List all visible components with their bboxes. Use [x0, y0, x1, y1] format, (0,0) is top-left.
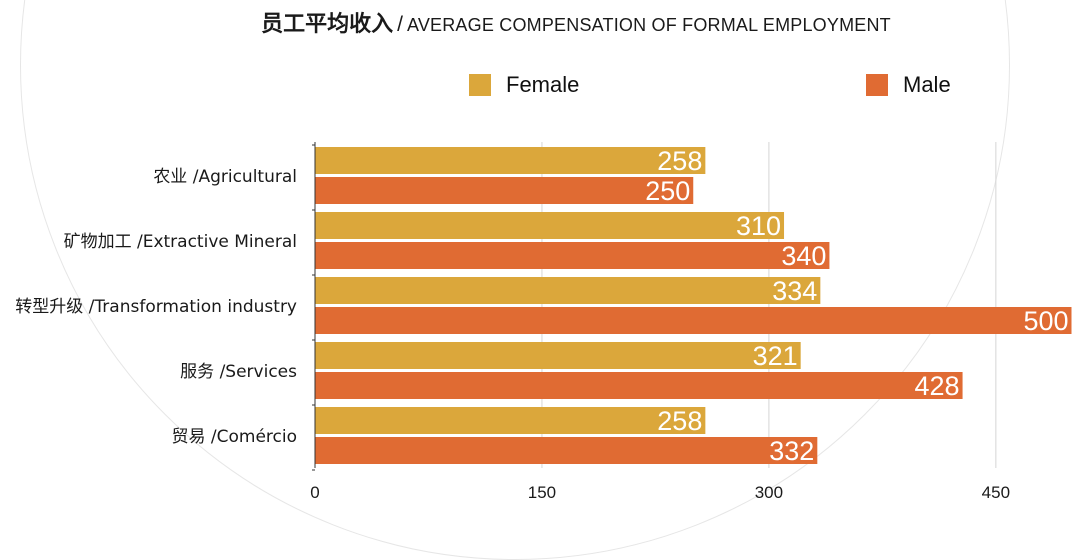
category-label-4: 贸易 /Comércio [171, 427, 297, 447]
value-label-female-1: 310 [736, 211, 781, 241]
bar-female-4 [315, 407, 706, 434]
value-label-female-3: 321 [753, 341, 798, 371]
category-label-2: 转型升级 /Transformation industry [15, 297, 297, 317]
value-label-male-3: 428 [915, 371, 960, 401]
bar-male-2 [315, 307, 1072, 334]
value-label-female-0: 258 [657, 146, 702, 176]
legend-item-female: Female [469, 72, 579, 98]
chart-title: 员工平均收入 / AVERAGE COMPENSATION OF FORMAL EM… [0, 6, 1080, 38]
bar-female-3 [315, 342, 801, 369]
value-label-male-4: 332 [769, 436, 814, 466]
value-label-female-4: 258 [657, 406, 702, 436]
legend-label-male: Male [903, 72, 951, 97]
bar-male-0 [315, 177, 694, 204]
value-label-male-2: 500 [1023, 306, 1068, 336]
x-tick-label-300: 300 [755, 483, 783, 502]
x-tick-label-450: 450 [982, 483, 1010, 502]
category-label-0: 农业 /Agricultural [153, 167, 297, 187]
bar-male-1 [315, 242, 830, 269]
chart-title-english: AVERAGE COMPENSATION OF FORMAL EMPLOYMEN… [406, 15, 891, 35]
chart-title-separator: / [397, 13, 403, 36]
value-label-male-0: 250 [645, 176, 690, 206]
bar-male-4 [315, 437, 818, 464]
category-label-3: 服务 /Services [180, 362, 297, 382]
bar-female-0 [315, 147, 706, 174]
legend-item-male: Male [866, 72, 951, 98]
value-label-female-2: 334 [772, 276, 817, 306]
bar-female-1 [315, 212, 785, 239]
bar-male-3 [315, 372, 963, 399]
legend-swatch-female [469, 74, 491, 96]
bar-female-2 [315, 277, 821, 304]
x-tick-label-150: 150 [528, 483, 556, 502]
legend-swatch-male [866, 74, 888, 96]
category-label-1: 矿物加工 /Extractive Mineral [64, 232, 297, 252]
x-tick-label-0: 0 [310, 483, 319, 502]
value-label-male-1: 340 [781, 241, 826, 271]
chart-title-chinese: 员工平均收入 [261, 12, 394, 37]
legend-label-female: Female [506, 72, 580, 97]
